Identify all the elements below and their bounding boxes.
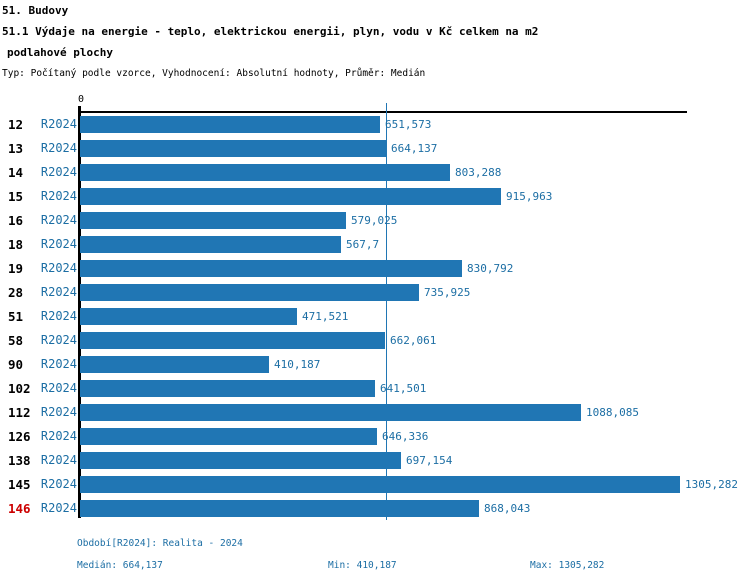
row-series-label: R2024 (40, 453, 77, 467)
chart-row: 138 R2024 697,154 (0, 452, 750, 469)
bar (80, 188, 501, 205)
row-series-label: R2024 (40, 501, 77, 515)
row-category-label-highlighted: 146 (8, 501, 31, 516)
page-title: 51. Budovy (2, 4, 69, 17)
bar (80, 476, 680, 493)
bar (80, 308, 297, 325)
chart-title-line2: podlahové plochy (7, 46, 113, 59)
row-category-label: 13 (8, 141, 24, 156)
bar (80, 284, 419, 301)
bar (80, 428, 377, 445)
row-category-label: 16 (8, 213, 24, 228)
row-series-label: R2024 (40, 261, 77, 275)
median-reference-line (386, 103, 387, 520)
row-series-label: R2024 (40, 381, 77, 395)
bar-value-label: 1305,282 (685, 478, 738, 491)
bar-value-label: 646,336 (382, 430, 429, 443)
bar (80, 260, 462, 277)
row-series-label: R2024 (40, 141, 77, 155)
row-category-label: 102 (8, 381, 31, 396)
row-series-label: R2024 (40, 237, 77, 251)
bar (80, 380, 375, 397)
chart-row: 126 R2024 646,336 (0, 428, 750, 445)
row-category-label: 112 (8, 405, 31, 420)
row-category-label: 90 (8, 357, 24, 372)
row-category-label: 28 (8, 285, 24, 300)
bar-value-label: 1088,085 (586, 406, 639, 419)
bar-value-label: 803,288 (455, 166, 502, 179)
bar (80, 116, 380, 133)
bar-value-label: 697,154 (406, 454, 453, 467)
bar-value-label: 735,925 (424, 286, 471, 299)
row-series-label: R2024 (40, 165, 77, 179)
chart-title-line1: 51.1 Výdaje na energie - teplo, elektric… (2, 25, 539, 38)
chart-row: 16 R2024 579,025 (0, 212, 750, 229)
bar (80, 212, 346, 229)
y-axis-line (78, 106, 81, 518)
row-category-label: 15 (8, 189, 24, 204)
row-category-label: 19 (8, 261, 24, 276)
row-category-label: 18 (8, 237, 24, 252)
chart-row: 102 R2024 641,501 (0, 380, 750, 397)
row-series-label: R2024 (40, 405, 77, 419)
chart-row: 145 R2024 1305,282 (0, 476, 750, 493)
bar-value-label: 567,7 (346, 238, 380, 251)
row-series-label: R2024 (40, 429, 77, 443)
bar (80, 500, 479, 517)
bar (80, 404, 581, 421)
bar (80, 332, 385, 349)
row-series-label: R2024 (40, 333, 77, 347)
bar (80, 140, 386, 157)
x-axis-line (78, 111, 687, 113)
row-series-label: R2024 (40, 189, 77, 203)
chart-row: 28 R2024 735,925 (0, 284, 750, 301)
bar (80, 164, 450, 181)
footer-period: Období[R2024]: Realita - 2024 (77, 538, 243, 549)
row-category-label: 12 (8, 117, 24, 132)
bar-value-label: 579,025 (351, 214, 398, 227)
bar (80, 236, 341, 253)
row-category-label: 14 (8, 165, 24, 180)
bar-value-label: 410,187 (274, 358, 321, 371)
row-category-label: 126 (8, 429, 31, 444)
chart-row: 58 R2024 662,061 (0, 332, 750, 349)
footer-median-stat: Medián: 664,137 (77, 560, 163, 571)
bar-value-label: 915,963 (506, 190, 553, 203)
chart-row: 51 R2024 471,521 (0, 308, 750, 325)
bar-value-label: 662,061 (390, 334, 437, 347)
chart-row: 90 R2024 410,187 (0, 356, 750, 373)
chart-row: 13 R2024 664,137 (0, 140, 750, 157)
row-series-label: R2024 (40, 213, 77, 227)
bar-value-label: 830,792 (467, 262, 514, 275)
chart-row: 15 R2024 915,963 (0, 188, 750, 205)
row-series-label: R2024 (40, 357, 77, 371)
bar (80, 356, 269, 373)
row-category-label: 145 (8, 477, 31, 492)
row-category-label: 58 (8, 333, 24, 348)
row-series-label: R2024 (40, 285, 77, 299)
chart-meta-info: Typ: Počítaný podle vzorce, Vyhodnocení:… (2, 68, 426, 79)
chart-row: 12 R2024 651,573 (0, 116, 750, 133)
bar-value-label: 651,573 (385, 118, 432, 131)
bar-value-label: 471,521 (302, 310, 349, 323)
chart-row: 18 R2024 567,7 (0, 236, 750, 253)
bar-value-label: 641,501 (380, 382, 427, 395)
row-series-label: R2024 (40, 309, 77, 323)
row-category-label: 51 (8, 309, 24, 324)
x-axis-zero-tick-label: 0 (77, 94, 85, 105)
row-series-label: R2024 (40, 477, 77, 491)
chart-row: 14 R2024 803,288 (0, 164, 750, 181)
bar-value-label: 664,137 (391, 142, 438, 155)
bar-value-label: 868,043 (484, 502, 531, 515)
row-category-label: 138 (8, 453, 31, 468)
row-series-label: R2024 (40, 117, 77, 131)
bar (80, 452, 401, 469)
footer-max-stat: Max: 1305,282 (530, 560, 605, 571)
chart-row: 146 R2024 868,043 (0, 500, 750, 517)
footer-min-stat: Min: 410,187 (328, 560, 397, 571)
chart-row: 112 R2024 1088,085 (0, 404, 750, 421)
chart-row: 19 R2024 830,792 (0, 260, 750, 277)
